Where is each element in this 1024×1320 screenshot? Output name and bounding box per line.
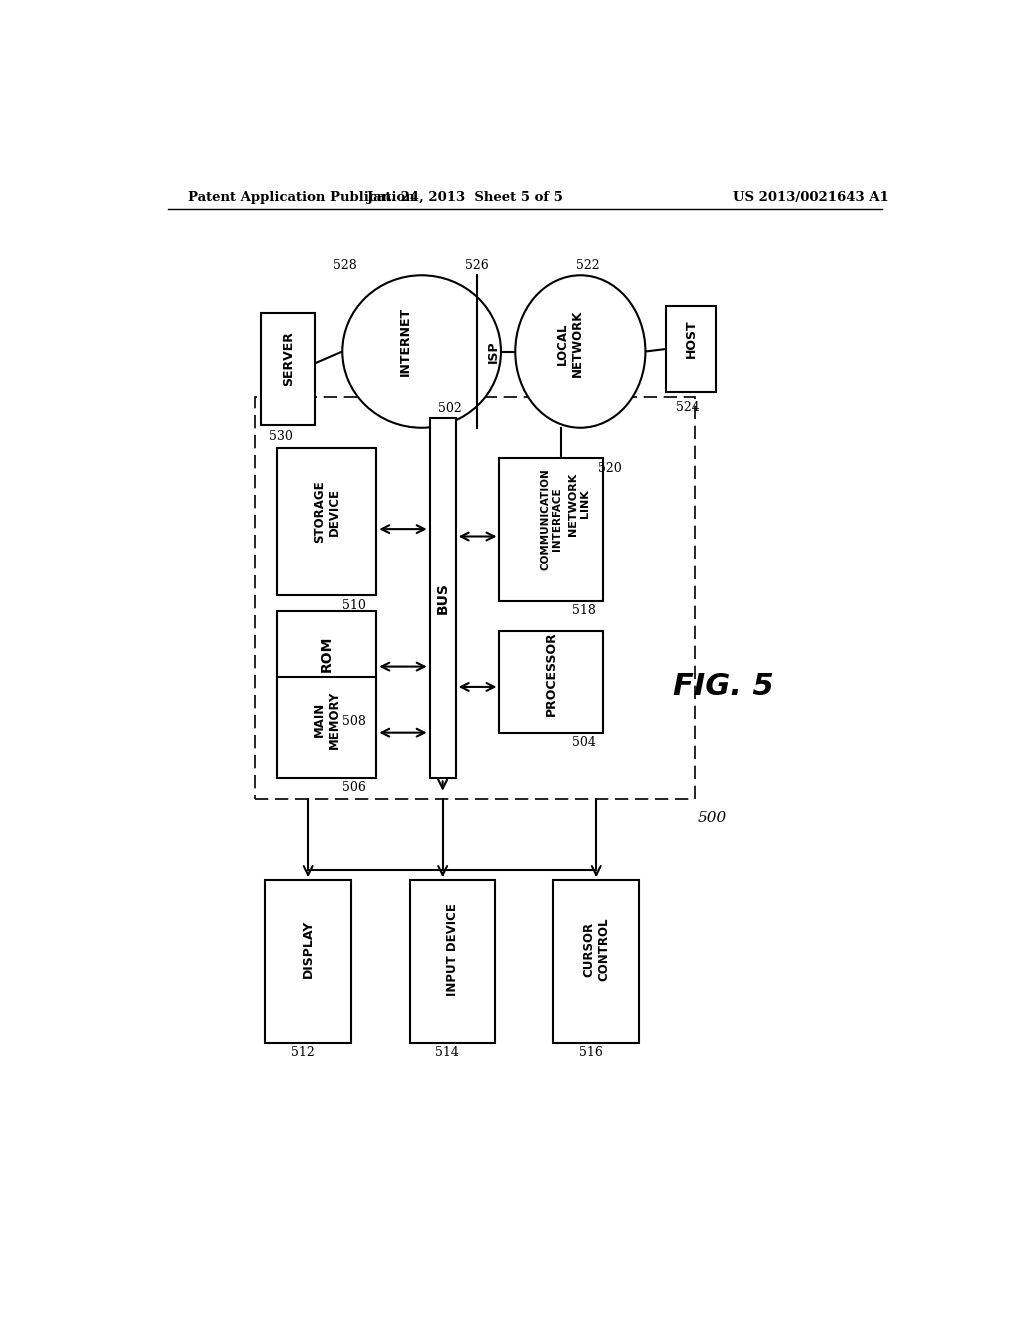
Text: COMMUNICATION
INTERFACE: COMMUNICATION INTERFACE [541,469,562,570]
Text: HOST: HOST [685,319,697,358]
Text: CURSOR
CONTROL: CURSOR CONTROL [583,917,610,981]
Text: BUS: BUS [435,582,450,614]
Bar [500,458,602,601]
Text: 530: 530 [269,430,293,442]
Text: MAIN
MEMORY: MAIN MEMORY [312,690,341,748]
Bar [278,611,377,713]
Text: 524: 524 [676,401,699,414]
Text: PROCESSOR: PROCESSOR [545,631,557,715]
Bar [255,397,695,799]
Bar [430,417,456,779]
Text: 518: 518 [572,603,596,616]
Bar [261,313,315,425]
Text: 522: 522 [577,259,600,272]
Text: 526: 526 [465,259,489,272]
Text: DISPLAY: DISPLAY [302,920,314,978]
Ellipse shape [342,276,501,428]
Text: 520: 520 [598,462,622,475]
Text: ROM: ROM [319,635,334,672]
Ellipse shape [515,276,645,428]
Text: INTERNET: INTERNET [399,306,413,376]
Bar [666,306,716,392]
Text: Patent Application Publication: Patent Application Publication [187,190,415,203]
Bar [278,677,377,779]
Text: NETWORK
LINK: NETWORK LINK [568,473,590,536]
Text: 508: 508 [342,715,367,729]
Text: STORAGE
DEVICE: STORAGE DEVICE [312,480,341,543]
Text: 512: 512 [291,1045,314,1059]
Text: 506: 506 [342,781,367,795]
Text: LOCAL
NETWORK: LOCAL NETWORK [556,310,584,378]
Text: 514: 514 [435,1045,459,1059]
Bar [553,880,639,1043]
Text: 500: 500 [697,810,727,825]
Text: Jan. 24, 2013  Sheet 5 of 5: Jan. 24, 2013 Sheet 5 of 5 [368,190,563,203]
Text: US 2013/0021643 A1: US 2013/0021643 A1 [732,190,889,203]
Text: 504: 504 [572,735,596,748]
Bar [265,880,351,1043]
Text: 516: 516 [579,1045,603,1059]
Text: ISP: ISP [486,341,500,363]
Text: FIG. 5: FIG. 5 [673,672,773,701]
Text: INPUT DEVICE: INPUT DEVICE [446,903,459,995]
Text: SERVER: SERVER [282,331,295,385]
Bar [500,631,602,733]
Bar [410,880,496,1043]
Bar [278,447,377,595]
Text: 510: 510 [342,598,367,611]
Text: 502: 502 [437,401,461,414]
Text: 528: 528 [333,259,356,272]
